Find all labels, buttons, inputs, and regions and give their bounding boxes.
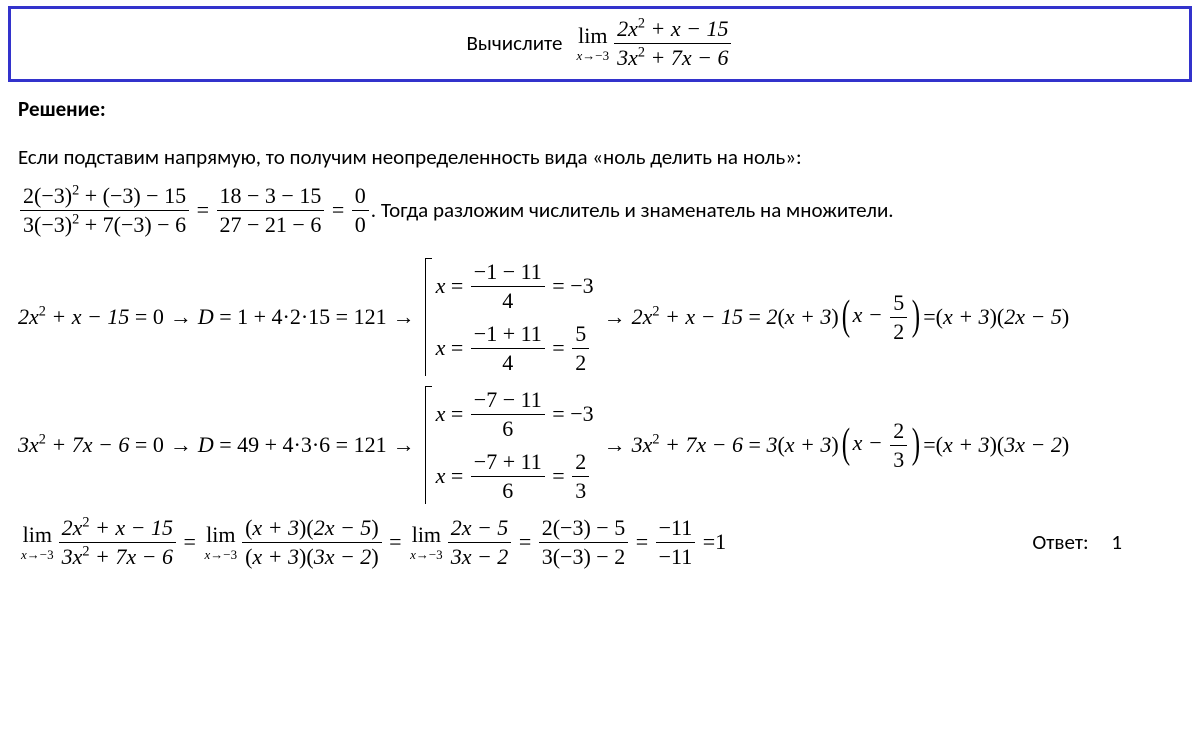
problem-fraction: 2x2 + x − 15 3x2 + 7x − 6 xyxy=(614,15,731,71)
substitution-after-text: . Тогда разложим числитель и знаменатель… xyxy=(371,197,894,223)
final-limit-row: limx→−3 2x2 + x − 15 3x2 + 7x − 6 = limx… xyxy=(0,508,1200,584)
problem-box: Вычислите lim x→−3 2x2 + x − 15 3x2 + 7x… xyxy=(8,6,1192,82)
answer-label: Ответ: xyxy=(1032,529,1088,555)
limit-symbol: lim x→−3 xyxy=(576,25,609,62)
factor-numerator-row: 2x2 + x − 15 = 0 → D = 1 + 4·2·15 = 121 … xyxy=(0,240,1200,380)
answer-value: 1 xyxy=(1093,529,1122,555)
problem-expression: Вычислите lim x→−3 2x2 + x − 15 3x2 + 7x… xyxy=(467,15,734,71)
factor-denominator-row: 3x2 + 7x − 6 = 0 → D = 49 + 4·3·6 = 121 … xyxy=(0,380,1200,508)
prompt-word: Вычислите xyxy=(467,30,563,56)
intro-text: Если подставим напрямую, то получим неоп… xyxy=(0,130,1200,180)
substitution-row: 2(−3)2 + (−3) − 15 3(−3)2 + 7(−3) − 6 = … xyxy=(0,180,1200,240)
answer-block: Ответ: 1 xyxy=(1032,529,1182,555)
solution-heading: Решение: xyxy=(0,96,1200,130)
